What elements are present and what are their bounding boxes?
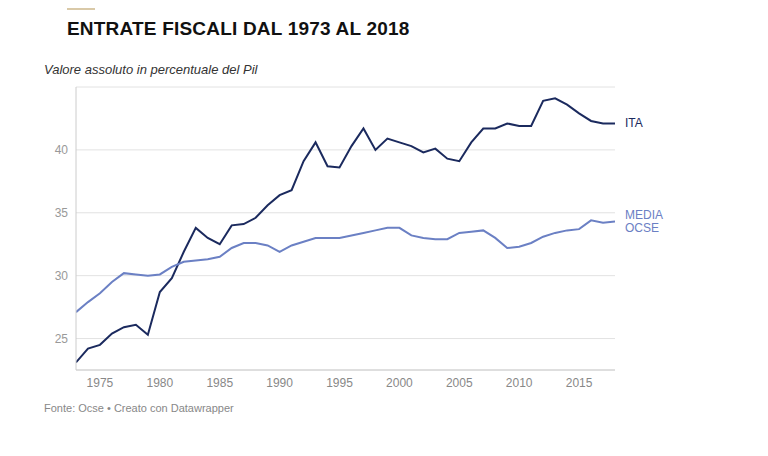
html-text:Valore assoluto in percentuale: Valore assoluto in percentuale del Pil: [44, 62, 258, 77]
svg-text:2000: 2000: [386, 376, 413, 390]
svg-text:30: 30: [55, 269, 69, 283]
svg-text:1985: 1985: [206, 376, 233, 390]
svg-text:25: 25: [55, 332, 69, 346]
svg-text:MEDIAOCSE: MEDIAOCSE: [625, 208, 663, 235]
svg-text:1975: 1975: [87, 376, 114, 390]
svg-text:1990: 1990: [266, 376, 293, 390]
svg-text:40: 40: [55, 143, 69, 157]
svg-text:35: 35: [55, 206, 69, 220]
html-text:Fonte: Ocse • Creato con Dataw: Fonte: Ocse • Creato con Datawrapper: [44, 402, 234, 414]
svg-text:2010: 2010: [506, 376, 533, 390]
svg-text:1980: 1980: [146, 376, 173, 390]
html-text:ENTRATE FISCALI DAL 1973 AL 20: ENTRATE FISCALI DAL 1973 AL 2018: [67, 18, 410, 39]
svg-text:2015: 2015: [566, 376, 593, 390]
svg-text:1995: 1995: [326, 376, 353, 390]
svg-text:ITA: ITA: [625, 116, 643, 130]
svg-text:2005: 2005: [446, 376, 473, 390]
